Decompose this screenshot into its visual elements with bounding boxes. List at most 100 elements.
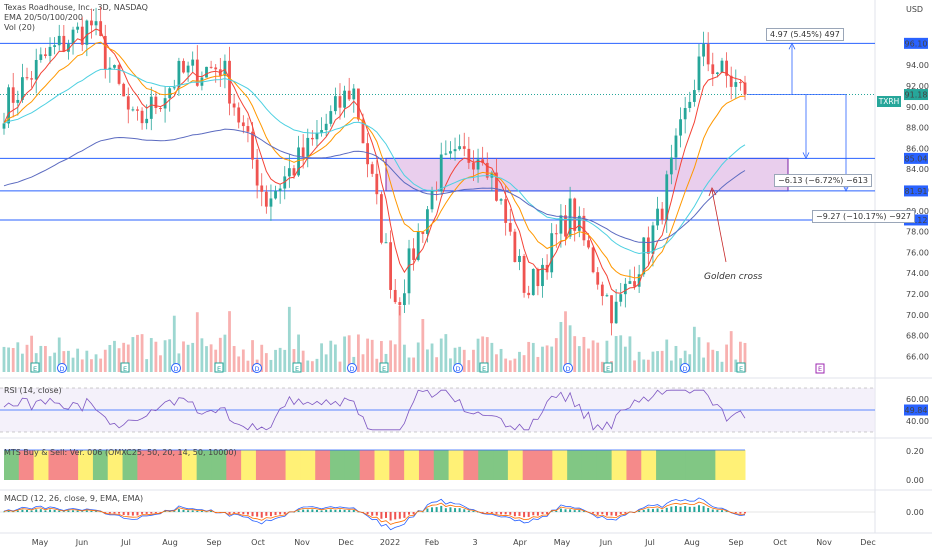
volume-bar bbox=[99, 358, 103, 372]
event-marker-label: E bbox=[739, 365, 743, 373]
volume-bar bbox=[490, 342, 494, 372]
event-marker-dividend: D bbox=[171, 363, 181, 373]
macd-histogram-bar bbox=[338, 509, 341, 512]
event-marker-label: E bbox=[123, 365, 127, 373]
volume-bar bbox=[205, 346, 208, 372]
macd-histogram-bar bbox=[592, 512, 595, 514]
event-marker-dividend: D bbox=[453, 363, 463, 373]
macd-histogram-bar bbox=[417, 511, 420, 512]
macd-histogram-bar bbox=[596, 512, 599, 515]
macd-histogram-bar bbox=[53, 509, 56, 512]
rsi-value-label: 49.84 bbox=[905, 406, 928, 415]
ticker-badge: TXRH bbox=[877, 96, 901, 107]
mts-segment bbox=[270, 450, 287, 480]
candle-body bbox=[329, 111, 333, 124]
candle-body bbox=[476, 159, 480, 170]
macd-line bbox=[3, 497, 746, 531]
x-axis-label: 3 bbox=[472, 538, 477, 547]
mts-segment bbox=[685, 450, 702, 480]
volume-bar bbox=[499, 348, 503, 372]
macd-histogram-bar bbox=[67, 510, 70, 512]
macd-histogram-bar bbox=[150, 512, 153, 514]
macd-histogram-bar bbox=[656, 508, 659, 512]
macd-histogram-bar bbox=[403, 512, 406, 518]
x-axis-label: Nov bbox=[294, 538, 310, 547]
macd-histogram-bar bbox=[90, 510, 93, 512]
rsi-tick-label: 60.00 bbox=[906, 395, 929, 404]
last-price-tag bbox=[904, 89, 928, 101]
level-price-label: 81.91 bbox=[905, 187, 928, 196]
macd-histogram-bar bbox=[118, 512, 121, 514]
volume-bar bbox=[246, 360, 250, 372]
candle-body bbox=[16, 99, 20, 103]
macd-histogram-bar bbox=[325, 509, 328, 512]
macd-histogram-bar bbox=[679, 506, 682, 512]
macd-histogram-bar bbox=[435, 507, 438, 512]
macd-histogram-bar bbox=[408, 512, 411, 515]
macd-tick-label: 0.00 bbox=[906, 508, 924, 517]
candle-body bbox=[338, 96, 342, 108]
macd-histogram-bar bbox=[674, 506, 677, 512]
ema20-line bbox=[3, 28, 746, 294]
mts-segment bbox=[344, 450, 361, 480]
macd-histogram-bar bbox=[265, 512, 268, 516]
macd-histogram-bar bbox=[582, 511, 585, 512]
candle-body bbox=[53, 45, 57, 47]
volume-bar bbox=[458, 346, 462, 372]
macd-histogram-bar bbox=[523, 512, 526, 518]
volume-bar bbox=[154, 341, 158, 372]
volume-bar bbox=[729, 331, 733, 372]
macd-histogram-bar bbox=[297, 510, 300, 512]
volume-bar bbox=[343, 336, 346, 372]
volume-bar bbox=[545, 345, 549, 372]
macd-histogram-bar bbox=[725, 511, 728, 512]
volume-bar bbox=[191, 342, 195, 372]
candle-body bbox=[44, 54, 47, 56]
candle-body bbox=[306, 137, 310, 157]
mts-segment bbox=[626, 450, 642, 480]
volume-bar bbox=[683, 350, 687, 372]
candle-body bbox=[734, 82, 738, 87]
volume-bar bbox=[140, 334, 144, 372]
candle-body bbox=[320, 130, 323, 133]
mts-segment bbox=[78, 450, 94, 480]
volume-bar bbox=[366, 338, 369, 372]
macd-histogram-bar bbox=[302, 509, 305, 512]
candle-body bbox=[315, 132, 319, 140]
candle-body bbox=[577, 215, 581, 231]
macd-histogram-bar bbox=[490, 512, 493, 514]
macd-histogram-bar bbox=[546, 512, 549, 515]
candle-body bbox=[269, 198, 273, 207]
volume-bar bbox=[241, 349, 245, 372]
volume-bar bbox=[674, 345, 678, 372]
candle-body bbox=[614, 301, 618, 324]
volume-bar bbox=[48, 356, 52, 372]
volume-bar bbox=[416, 342, 420, 372]
volume-bar bbox=[361, 354, 365, 372]
volume-bar bbox=[7, 347, 11, 372]
volume-bar bbox=[195, 312, 199, 372]
macd-histogram-bar bbox=[237, 512, 240, 514]
volume-bar bbox=[605, 340, 609, 372]
candle-body bbox=[389, 242, 393, 290]
volume-bar bbox=[172, 315, 176, 372]
macd-histogram-bar bbox=[463, 509, 466, 512]
last-price-label: 91.18 bbox=[905, 91, 928, 100]
volume-bar bbox=[522, 355, 526, 372]
volume-bar bbox=[90, 359, 93, 372]
volume-bar bbox=[476, 338, 480, 372]
volume-bar bbox=[269, 359, 273, 372]
volume-bar bbox=[508, 360, 512, 372]
macd-histogram-bar bbox=[3, 511, 5, 513]
candle-body bbox=[324, 123, 328, 131]
level-price-label: 79.12 bbox=[905, 216, 928, 225]
macd-histogram-bar bbox=[329, 509, 332, 512]
mts-segment bbox=[167, 450, 183, 480]
candle-body bbox=[600, 284, 604, 297]
dividend-marker-circle bbox=[453, 363, 463, 373]
candle-body bbox=[223, 60, 227, 76]
candle-body bbox=[587, 240, 590, 248]
macd-histogram-bar bbox=[16, 510, 19, 512]
candle-body bbox=[260, 185, 264, 192]
